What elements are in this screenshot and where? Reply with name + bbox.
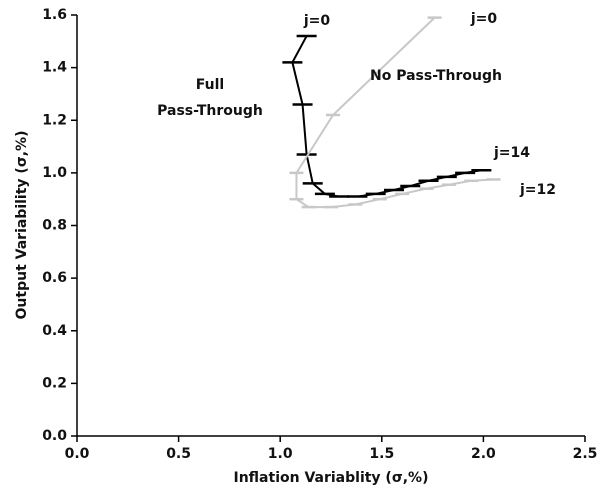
annotation: No Pass-Through: [370, 68, 502, 84]
y-tick-label: 1.6: [42, 7, 67, 23]
annotation: Pass-Through: [157, 103, 263, 119]
annotation: j=14: [493, 145, 530, 161]
line: [291, 35, 482, 198]
annotation: j=0: [470, 11, 498, 27]
x-axis-label: Inflation Variablity (σ,%): [234, 470, 429, 486]
x-tick-label: 1.5: [369, 446, 394, 462]
line: [295, 16, 494, 209]
y-tick-label: 0.4: [42, 323, 67, 339]
y-axis-label: Output Variability (σ,%): [14, 131, 30, 320]
y-tick-label: 1.0: [42, 165, 67, 181]
x-tick-label: 0.0: [65, 446, 90, 462]
annotation: j=0: [303, 13, 331, 29]
y-tick-label: 0.8: [42, 218, 67, 234]
annotation: j=12: [519, 182, 556, 198]
x-tick-label: 1.0: [268, 446, 293, 462]
y-tick-label: 0.2: [42, 375, 67, 391]
y-tick-label: 1.4: [42, 60, 67, 76]
x-tick-label: 2.0: [471, 446, 496, 462]
y-tick-label: 0.6: [42, 270, 67, 286]
x-tick-label: 2.5: [573, 446, 598, 462]
x-tick-label: 0.5: [166, 446, 191, 462]
y-tick-label: 0.0: [42, 428, 67, 444]
annotation: Full: [196, 77, 224, 93]
y-tick-label: 1.2: [42, 112, 67, 128]
